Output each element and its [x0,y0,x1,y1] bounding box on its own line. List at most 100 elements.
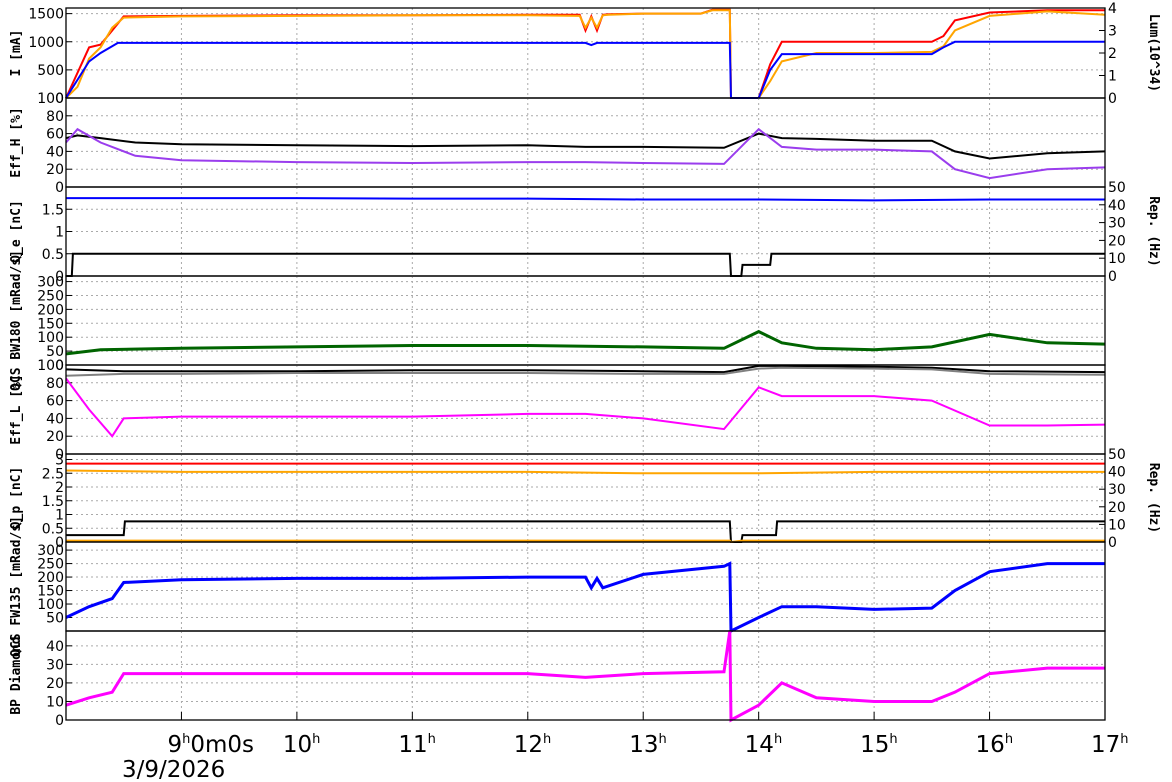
series-line-bw180-0 [65,329,1106,356]
x-tick-label: 14h [745,732,783,758]
series-line-eff_l-1 [65,366,1106,377]
panel-frame [65,7,1106,99]
x-tick-label: 12h [514,732,552,758]
x-tick-label: 11h [398,732,436,758]
x-tick-unit: h [774,732,782,747]
y-right-axis-label: Rep. (Hz) [1146,196,1161,266]
x-tick-unit: h [312,732,320,747]
y-right-tick-label: 50 [1108,447,1126,463]
date-label: 3/9/2026 [122,757,225,782]
y-tick-label: 0 [55,447,64,463]
y-right-tick-label: 40 [1108,465,1126,481]
x-tick-unit: h [1005,732,1013,747]
y-tick-label: 1.5 [42,494,64,510]
y-axis-label: I [mA] [9,30,24,77]
y-tick-label: 80 [46,376,64,392]
series-line-current-2 [65,40,1105,99]
y-axis-label: Q_p [nC] [9,467,24,530]
panel-frame [65,630,1106,721]
y-tick-label: 300 [37,543,64,559]
x-tick-unit: h [1120,732,1128,747]
x-tick-unit: h [182,732,190,747]
y-tick-label: 0 [55,180,64,196]
y-tick-label: 20 [46,429,64,445]
y-tick-label: 1 [55,508,64,524]
series-line-qp-2 [66,520,1105,543]
y-tick-label: 150 [37,584,64,600]
y-right-tick-label: 2 [1108,46,1117,62]
y-tick-label: 0 [55,91,64,107]
y-tick-label: 0.5 [42,247,64,263]
x-tick-extra: 0m0s [190,732,254,758]
y-tick-label: 100 [37,330,64,346]
y-tick-label: 50 [46,611,64,627]
series-line-fw135-0 [65,561,1105,634]
y-tick-label: 100 [37,597,64,613]
y-tick-label: 1000 [28,35,64,51]
y-right-tick-label: 4 [1108,1,1117,17]
y-tick-label: 100 [37,91,64,107]
x-tick-label: 9h0m0s [167,732,254,758]
y-right-tick-label: 10 [1108,517,1126,533]
y-right-axis-label: Rep. (Hz) [1146,463,1161,533]
y-tick-label: 1500 [28,7,64,23]
y-tick-label: 0 [55,269,64,285]
series-line-eff_l-0 [65,364,1106,374]
x-tick-unit: h [543,732,551,747]
y-tick-label: 40 [46,411,64,427]
y-tick-label: 150 [37,316,64,332]
panel-frame [65,364,1106,455]
y-right-tick-label: 10 [1108,251,1126,267]
y-tick-label: 40 [46,639,64,655]
y-tick-label: 80 [46,109,64,125]
series-line-eff_l-2 [65,377,1106,438]
x-tick-unit: h [659,732,667,747]
y-axis-label: QCS FW135 [mRad/s] [9,516,24,657]
y-tick-label: 0 [55,358,64,374]
y-tick-label: 1 [55,225,64,241]
panel-frame [65,97,1106,188]
panel-frame [65,275,1106,366]
x-tick-unit: h [889,732,897,747]
y-axis-label: Q_e [nC] [9,200,24,263]
x-tick-label: 16h [976,732,1014,758]
y-right-tick-label: 0 [1108,269,1117,285]
series-line-current-1 [65,9,1106,99]
y-tick-label: 20 [46,676,64,692]
y-tick-label: 250 [37,557,64,573]
y-tick-label: 10 [46,694,64,710]
y-tick-label: 2 [55,480,64,496]
y-tick-label: 200 [37,570,64,586]
y-right-tick-label: 1 [1108,69,1117,85]
series-line-eff_h-1 [65,127,1106,180]
y-tick-label: 100 [37,358,64,374]
series-line-current-0 [65,8,1105,99]
y-axis-label: QCS BW180 [mRad/s] [9,250,24,391]
x-tick-label: 13h [629,732,667,758]
x-tick-label: 17h [1091,732,1129,758]
series-line-qe-1 [66,252,1105,277]
y-right-tick-label: 20 [1108,233,1126,249]
series-line-eff_h-0 [65,132,1106,160]
y-axis-label: Eff_L [%] [9,374,24,444]
y-right-tick-label: 0 [1108,535,1117,551]
y-right-tick-label: 40 [1108,198,1126,214]
panel-current: 0 500 1000 1500 0 1 2 3 4 I [mA] Lum(10^34) [9,1,1161,107]
y-tick-label: 1.5 [42,202,64,218]
panel-frame [65,453,1106,543]
y-axis-label: Eff_H [%] [9,107,24,177]
y-tick-label: 60 [46,394,64,410]
y-right-axis-label: Lum(10^34) [1146,14,1161,92]
y-tick-label: 200 [37,302,64,318]
y-right-tick-label: 0 [1108,91,1117,107]
y-tick-label: 0 [55,713,64,729]
y-tick-label: 250 [37,288,64,304]
y-tick-label: 300 [37,275,64,291]
